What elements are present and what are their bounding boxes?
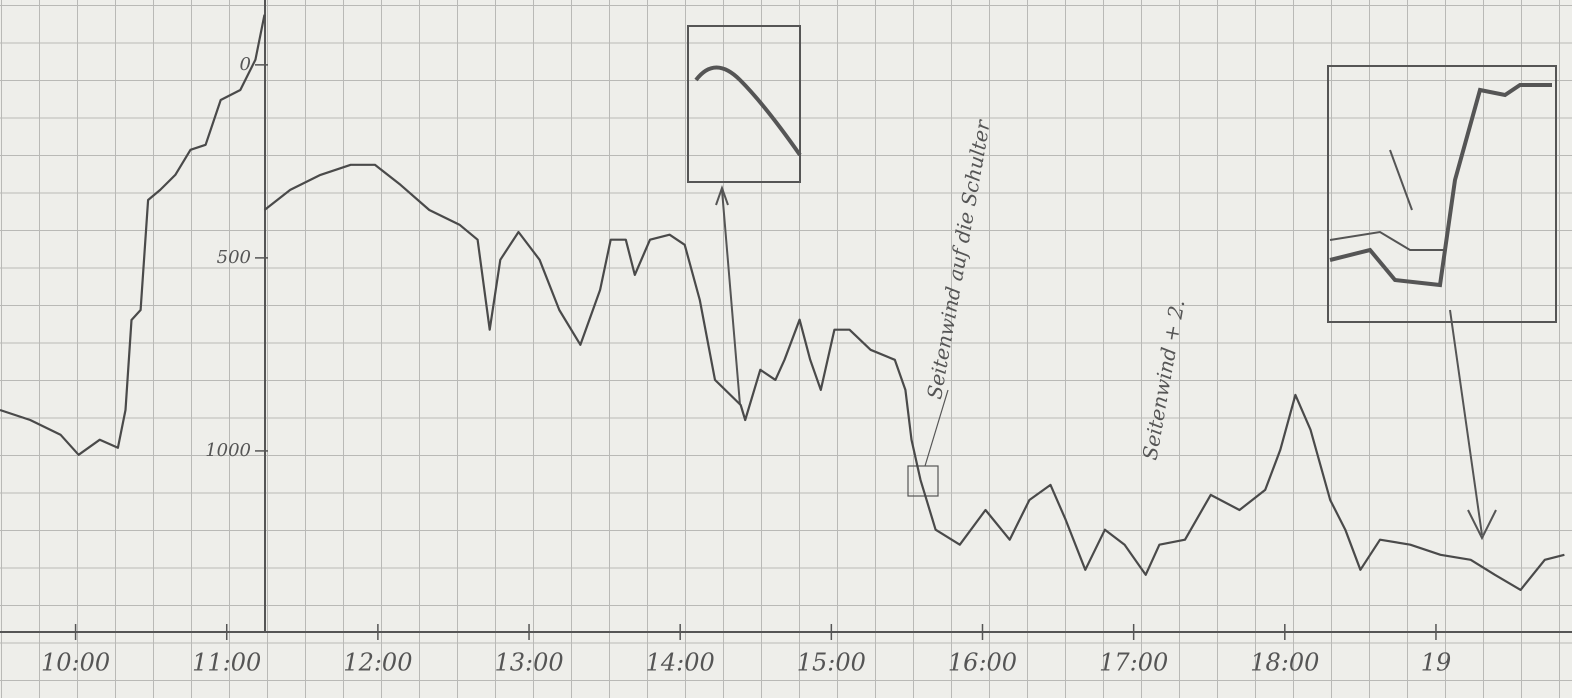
inset-boxes: [687, 25, 1557, 541]
y-tick-label: 500: [217, 247, 251, 268]
annotation: Seitenwind auf die Schulter: [922, 117, 995, 401]
x-tick-label: 15:00: [797, 649, 866, 677]
zoom-detail: [694, 65, 802, 157]
x-tick-label: 19: [1421, 649, 1452, 677]
x-tick-label: 18:00: [1250, 649, 1319, 677]
zoom-box: [687, 25, 801, 183]
x-tick-label: 12:00: [343, 649, 412, 677]
zoom-detail: [1329, 230, 1445, 251]
arrow-head: [1467, 509, 1497, 541]
x-tick-label: 11:00: [192, 649, 261, 677]
x-tick-label: 13:00: [494, 649, 563, 677]
zoom-arrow: [721, 189, 741, 406]
zoom-box: [1327, 65, 1557, 323]
x-tick-label: 10:00: [41, 649, 110, 677]
zoom-arrow: [924, 389, 949, 467]
data-line: [0, 14, 1565, 591]
arrow-head: [715, 184, 729, 206]
x-tick-label: 17:00: [1099, 649, 1168, 677]
annotation: Seitenwind + 2.: [1138, 298, 1190, 462]
y-tick-label: 0: [240, 54, 251, 75]
zoom-arrow: [1389, 149, 1413, 211]
x-tick-label: 14:00: [646, 649, 715, 677]
zoom-arrow: [1449, 309, 1483, 536]
y-tick-label: 1000: [205, 440, 251, 461]
x-tick-label: 16:00: [948, 649, 1017, 677]
zoom-source: [907, 465, 939, 497]
zoom-detail: [1329, 83, 1552, 288]
